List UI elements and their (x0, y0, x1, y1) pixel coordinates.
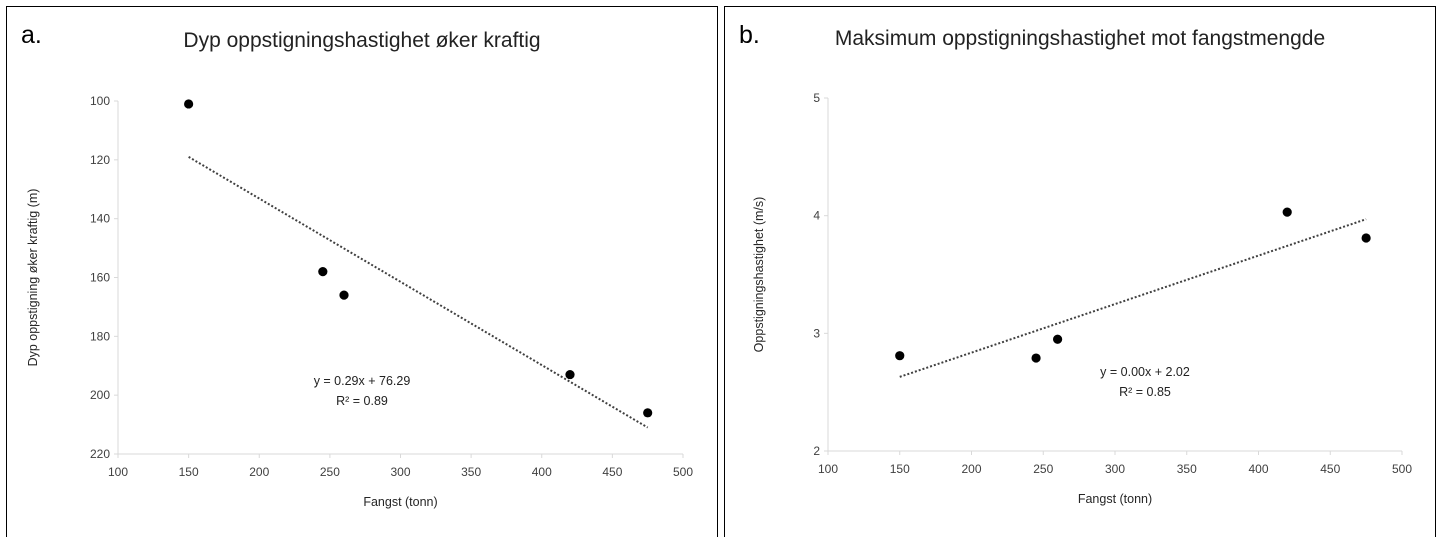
panel-label-a: a. (21, 21, 42, 49)
x-tick-label-b: 400 (1248, 462, 1268, 476)
data-point-b (1053, 334, 1063, 344)
x-tick-label-b: 450 (1320, 462, 1340, 476)
y-tick-label-b: 5 (813, 91, 820, 105)
y-tick-label-a: 180 (90, 329, 110, 343)
x-tick-label-b: 100 (818, 462, 838, 476)
data-point-b (895, 351, 905, 361)
y-axis-label-b: Oppstigningshastighet (m/s) (752, 197, 766, 353)
x-tick-label-a: 450 (602, 465, 622, 479)
y-tick-label-a: 220 (90, 447, 110, 461)
x-axis-label-b: Fangst (tonn) (1078, 492, 1152, 506)
y-tick-label-b: 2 (813, 444, 820, 458)
y-tick-label-b: 4 (813, 209, 820, 223)
r-squared-label-a: R² = 0.89 (336, 394, 388, 408)
x-tick-label-a: 400 (532, 465, 552, 479)
x-tick-label-a: 200 (249, 465, 269, 479)
data-point-a (339, 290, 349, 300)
y-tick-label-a: 120 (90, 153, 110, 167)
x-tick-label-b: 150 (890, 462, 910, 476)
chart-title-b: Maksimum oppstigningshastighet mot fangs… (834, 27, 1326, 50)
r-squared-label-b: R² = 0.85 (1119, 385, 1171, 399)
x-tick-label-b: 500 (1392, 462, 1412, 476)
x-tick-label-b: 350 (1177, 462, 1197, 476)
y-axis-label-a: Dyp oppstigning øker kraftig (m) (26, 189, 40, 367)
chart-panel-a: a. Dyp oppstigningshastighet øker krafti… (6, 6, 718, 537)
x-tick-label-a: 350 (461, 465, 481, 479)
data-point-a (318, 267, 328, 277)
data-point-a (565, 369, 575, 380)
data-point-b (1361, 233, 1371, 243)
data-point-a (643, 408, 653, 418)
panel-label-b: b. (739, 21, 760, 49)
chart-panel-b: b. Maksimum oppstigningshastighet mot fa… (724, 6, 1436, 537)
y-tick-label-a: 100 (90, 94, 110, 108)
y-tick-label-a: 140 (90, 212, 110, 226)
trendline-equation-b: y = 0.00x + 2.02 (1100, 365, 1190, 379)
y-tick-label-a: 160 (90, 271, 110, 285)
scatter-plot-a: 100 150 200 250 300 350 400 450 500 100 120 140 160 1… (26, 94, 693, 509)
x-tick-label-a: 100 (108, 465, 128, 479)
y-tick-label-b: 3 (813, 326, 820, 340)
x-tick-label-a: 250 (320, 465, 340, 479)
data-point-a (184, 99, 194, 109)
x-tick-label-b: 200 (961, 462, 981, 476)
data-point-b (1031, 353, 1041, 363)
trendline-equation-a: y = 0.29x + 76.29 (314, 374, 411, 388)
x-tick-label-b: 250 (1033, 462, 1053, 476)
trendline-b (899, 218, 1367, 378)
x-tick-label-b: 300 (1105, 462, 1125, 476)
y-tick-label-a: 200 (90, 388, 110, 402)
x-tick-label-a: 500 (673, 465, 693, 479)
trendline-a (188, 156, 649, 429)
chart-title-a: Dyp oppstigningshastighet øker kraftig (183, 29, 541, 52)
data-point-b (1282, 207, 1292, 217)
x-tick-label-a: 150 (179, 465, 199, 479)
scatter-plot-b: 100 150 200 250 300 350 400 450 500 2 3 4 5 Fangst (t… (752, 91, 1412, 506)
x-axis-label-a: Fangst (tonn) (363, 495, 437, 509)
x-tick-label-a: 300 (390, 465, 410, 479)
